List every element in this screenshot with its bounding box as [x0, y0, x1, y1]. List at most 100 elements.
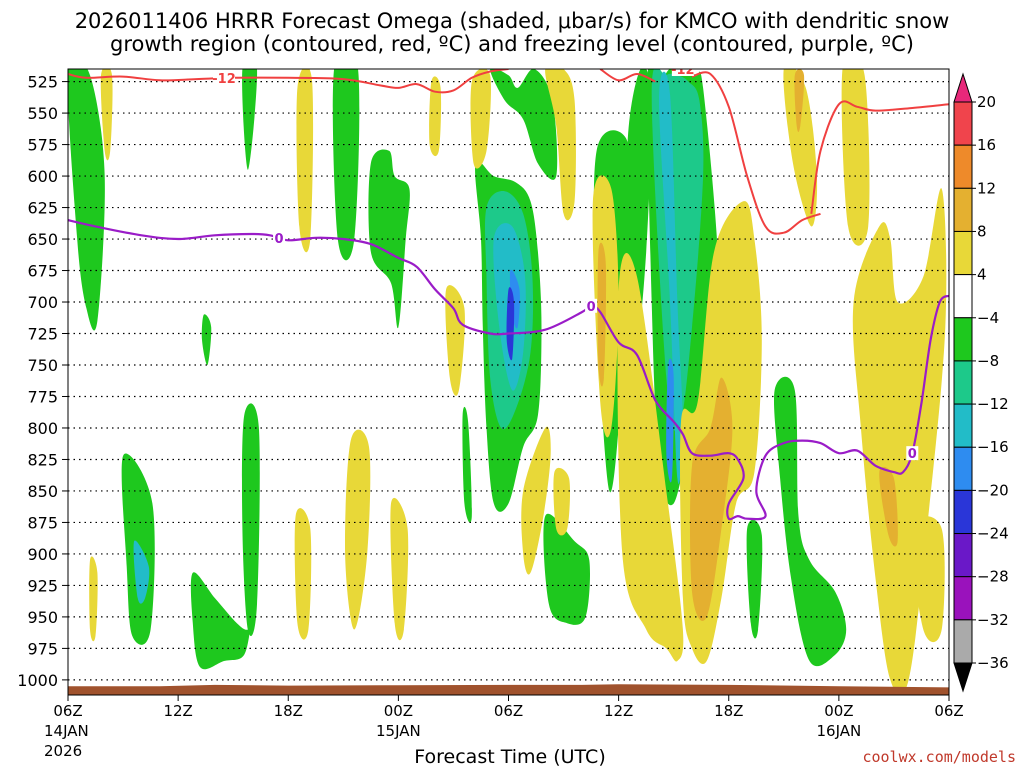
omega-region-26 — [89, 556, 98, 642]
omega-region-28 — [294, 508, 312, 640]
colorbar-bin-4 — [953, 230, 973, 276]
colorbar-label-9: −20 — [977, 481, 1009, 499]
ytick-label-775: 775 — [27, 387, 58, 406]
colorbar-label-6: −8 — [977, 352, 999, 370]
omega-region-46 — [879, 466, 898, 547]
contours: -12 -12 0 0 0 — [68, 63, 949, 521]
ytick-label-525: 525 — [27, 73, 58, 92]
omega-region-27 — [296, 69, 314, 253]
ytick-label-950: 950 — [27, 608, 58, 627]
omega-region-23 — [773, 376, 847, 667]
colorbar-label-1: 16 — [977, 136, 996, 154]
omega-region-30 — [390, 497, 409, 641]
omega-region-31 — [429, 76, 442, 157]
colorbar: 20 16 12 8 4 −4 −8 −12 −16 −20 −24 −28 −32 −36 — [953, 72, 1009, 693]
omega-region-25 — [100, 69, 113, 161]
dendritic-contour-segment-0 — [68, 69, 509, 94]
omega-region-16 — [543, 513, 591, 625]
freezing-contour-label-2: 0 — [908, 447, 917, 462]
omega-region-44 — [841, 69, 870, 246]
ytick-label-850: 850 — [27, 482, 58, 501]
omega-region-0 — [68, 69, 105, 331]
omega-region-5 — [241, 403, 260, 637]
colorbar-bin-8 — [953, 403, 973, 448]
ytick-label-800: 800 — [27, 419, 58, 438]
ytick-label-825: 825 — [27, 450, 58, 469]
colorbar-bin-2 — [953, 144, 973, 189]
xtick-label-1: 12Z — [163, 702, 192, 720]
colorbar-bin-5 — [953, 274, 973, 319]
ytick-label-1000: 1000 — [17, 671, 58, 690]
colorbar-label-4: 4 — [977, 266, 987, 284]
dendritic-contour-label-1: -12 — [671, 63, 695, 78]
freezing-label-bg-1 — [585, 298, 598, 313]
ytick-label-975: 975 — [27, 639, 58, 658]
dendritic-contour-label-0: -12 — [212, 72, 236, 87]
omega-region-47 — [911, 516, 945, 643]
colorbar-top-arrow — [953, 72, 973, 103]
omega-region-6 — [242, 69, 258, 170]
terrain — [68, 684, 949, 695]
omega-region-33 — [470, 69, 491, 169]
colorbar-label-10: −24 — [977, 525, 1009, 543]
x-axis-label: Forecast Time (UTC) — [414, 746, 605, 768]
omega-region-3 — [201, 314, 212, 366]
xtick-date-0: 14JAN — [44, 722, 89, 740]
omega-region-9 — [462, 406, 472, 523]
omega-region-4 — [190, 572, 252, 670]
freezing-label-bg-0 — [273, 230, 286, 245]
omega-region-35 — [553, 467, 571, 536]
colorbar-label-13: −36 — [977, 654, 1009, 672]
colorbar-bin-3 — [953, 187, 973, 232]
xtick-label-0: 06Z — [53, 702, 82, 720]
colorbar-bin-13 — [953, 619, 973, 664]
omega-region-8 — [368, 149, 410, 329]
colorbar-label-0: 20 — [977, 93, 996, 111]
x-axis: 06Z 14JAN 2026 12Z 18Z 00Z 15JAN 06Z 12Z 18Z 00Z 16… — [44, 695, 964, 760]
chart-title-line2: growth region (contoured, red, ºC) and f… — [110, 32, 914, 56]
ytick-label-650: 650 — [27, 230, 58, 249]
colorbar-label-7: −12 — [977, 395, 1009, 413]
omega-region-34 — [521, 426, 551, 575]
omega-shading — [68, 69, 947, 695]
ytick-label-925: 925 — [27, 576, 58, 595]
omega-region-14 — [506, 287, 515, 361]
credit-text: coolwx.com/models — [862, 748, 1016, 766]
dendritic-contour-segment-3 — [810, 100, 949, 214]
xtick-label-6: 18Z — [714, 702, 743, 720]
omega-region-42 — [783, 69, 818, 227]
colorbar-bin-1 — [953, 101, 973, 146]
xtick-label-4: 06Z — [494, 702, 523, 720]
ytick-label-600: 600 — [27, 167, 58, 186]
chart-title-line1: 2026011406 HRRR Forecast Omega (shaded, … — [75, 9, 950, 33]
y-axis: 525 550 575 600 625 650 675 700 725 750 775 800 825 8… — [17, 73, 68, 690]
freezing-level-contour — [68, 219, 949, 521]
ytick-label-675: 675 — [27, 262, 58, 281]
colorbar-bin-10 — [953, 489, 973, 535]
ytick-label-750: 750 — [27, 356, 58, 375]
xtick-year-0: 2026 — [44, 742, 82, 760]
dendritic-label-bg-1 — [671, 69, 694, 76]
omega-region-39 — [617, 252, 684, 662]
colorbar-label-12: −32 — [977, 611, 1009, 629]
xtick-label-2: 18Z — [274, 702, 303, 720]
ytick-label-900: 900 — [27, 545, 58, 564]
omega-region-2 — [133, 540, 150, 604]
colorbar-label-11: −28 — [977, 568, 1009, 586]
omega-region-36 — [545, 69, 576, 221]
colorbar-label-8: −16 — [977, 438, 1009, 456]
colorbar-bottom-arrow — [953, 662, 973, 693]
omega-region-15 — [490, 69, 558, 180]
colorbar-label-5: −4 — [977, 309, 999, 327]
omega-region-43 — [794, 69, 805, 132]
omega-region-29 — [345, 429, 371, 630]
dendritic-contour-segment-2 — [691, 71, 821, 235]
ytick-label-875: 875 — [27, 513, 58, 532]
colorbar-label-2: 12 — [977, 179, 996, 197]
freezing-contour-label-0: 0 — [275, 232, 284, 247]
ytick-label-625: 625 — [27, 199, 58, 218]
dendritic-contour-segment-1 — [599, 69, 656, 83]
xtick-label-3: 00Z — [384, 702, 413, 720]
terrain-fill — [68, 684, 949, 695]
